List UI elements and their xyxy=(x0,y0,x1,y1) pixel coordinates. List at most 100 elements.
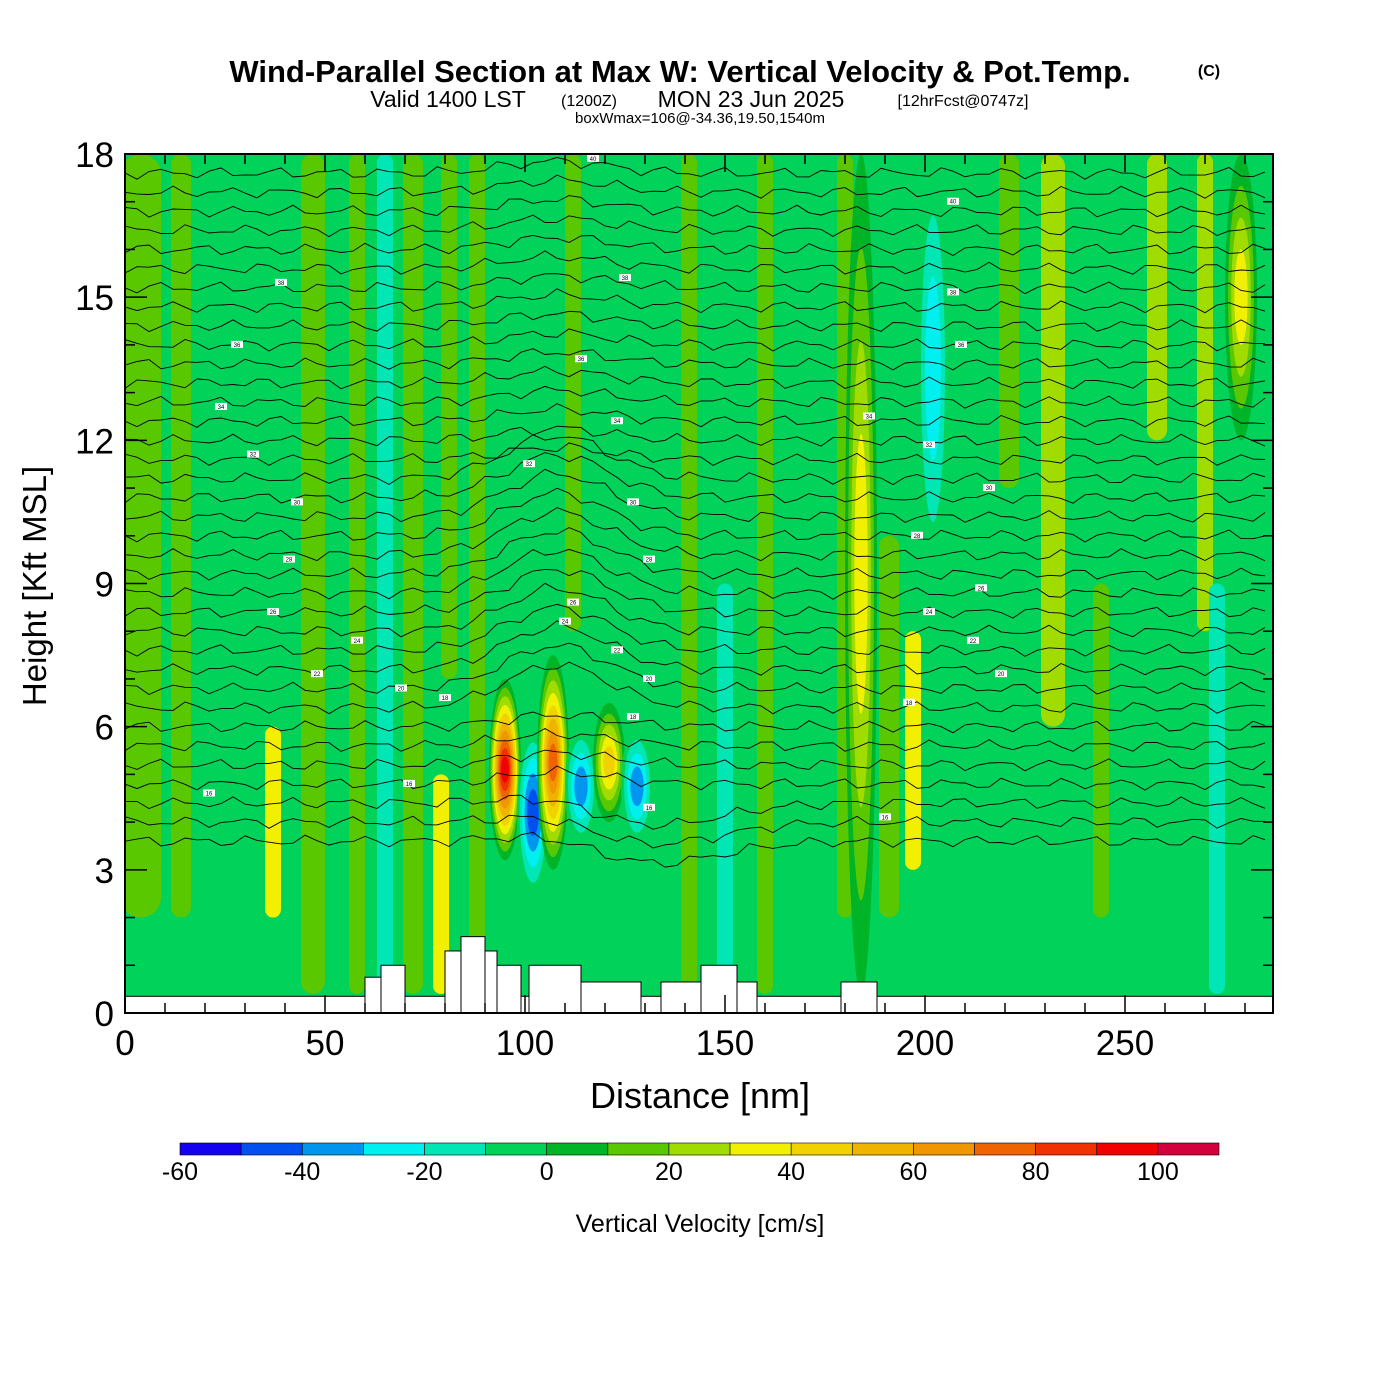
theta-label-box xyxy=(643,674,655,682)
theta-label: 38 xyxy=(622,276,629,282)
field-band xyxy=(433,774,449,994)
theta-label-box xyxy=(291,498,303,506)
theta-label: 32 xyxy=(526,462,533,468)
theta-label: 20 xyxy=(998,672,1005,678)
theta-label-box xyxy=(215,402,227,410)
theta-label-box xyxy=(567,598,579,606)
theta-contours xyxy=(125,156,1266,868)
theta-contour-line xyxy=(125,507,1266,562)
field-band xyxy=(1197,154,1213,632)
theta-contour-line xyxy=(125,548,1266,600)
x-tick-label: 250 xyxy=(1096,1024,1154,1063)
y-tick-label: 3 xyxy=(95,852,114,891)
theta-label: 28 xyxy=(646,558,653,564)
velocity-cell xyxy=(574,766,588,807)
theta-label: 32 xyxy=(250,453,257,459)
theta-label-box xyxy=(247,450,259,458)
theta-label: 22 xyxy=(614,648,621,654)
theta-label: 22 xyxy=(970,639,977,645)
theta-label: 32 xyxy=(926,443,933,449)
theta-label: 22 xyxy=(314,672,321,678)
field-band xyxy=(1147,154,1167,441)
colorbar-tick-label: 0 xyxy=(540,1158,554,1186)
valid-date: MON 23 Jun 2025 xyxy=(658,86,845,112)
theta-contour-line xyxy=(125,348,1266,371)
theta-contour-line xyxy=(125,234,1266,257)
field-band xyxy=(1093,583,1109,918)
valid-utc: (1200Z) xyxy=(561,93,617,110)
theta-label: 16 xyxy=(406,782,413,788)
theta-label: 34 xyxy=(218,405,225,411)
theta-contour-line xyxy=(125,487,1266,543)
terrain-block xyxy=(580,981,642,1014)
field-band xyxy=(403,154,423,994)
velocity-cell xyxy=(548,743,558,782)
theta-label: 24 xyxy=(926,610,933,616)
colorbar-swatch xyxy=(1157,1142,1220,1156)
theta-label: 24 xyxy=(354,639,361,645)
theta-contour-line xyxy=(125,328,1266,352)
field-band xyxy=(999,154,1019,489)
colorbar-swatch xyxy=(546,1142,609,1156)
colorbar-swatch xyxy=(913,1142,975,1156)
theta-contour-line xyxy=(125,711,1266,734)
forecast-info: [12hrFcst@0747z] xyxy=(898,93,1029,110)
theta-contour-line xyxy=(125,831,1266,868)
colorbar-swatch xyxy=(1096,1142,1159,1156)
theta-contour-line xyxy=(125,603,1266,657)
colorbar-swatch xyxy=(790,1142,853,1156)
theta-label-box xyxy=(911,531,923,539)
theta-label-box xyxy=(923,608,935,616)
theta-contour-line xyxy=(125,765,1266,791)
theta-label-box xyxy=(947,197,959,205)
theta-label: 20 xyxy=(646,677,653,683)
theta-label: 38 xyxy=(950,290,957,296)
box-max-info: boxWmax=106@-34.36,19.50,1540m xyxy=(575,110,825,127)
velocity-cell xyxy=(925,276,941,461)
theta-label-box xyxy=(275,278,287,286)
theta-label-box xyxy=(267,608,279,616)
theta-label: 26 xyxy=(270,610,277,616)
y-tick-label: 15 xyxy=(75,279,114,318)
theta-label: 30 xyxy=(986,486,993,492)
theta-label: 20 xyxy=(398,686,405,692)
colorbar-tick-label: 80 xyxy=(1022,1158,1050,1186)
colorbar-swatch xyxy=(607,1142,670,1156)
field-band xyxy=(265,726,281,918)
colorbar-swatch xyxy=(363,1142,425,1156)
theta-contour-labels: 40 40 38 38 38 36 36 36 34 34 34 32 32 32 30 30 30 28 28 28… xyxy=(203,154,1007,821)
colorbar-swatch xyxy=(668,1142,731,1156)
theta-contour-line xyxy=(125,425,1266,447)
theta-label: 34 xyxy=(866,414,873,420)
theta-label-box xyxy=(995,670,1007,678)
y-tick-label: 6 xyxy=(95,709,114,748)
colorbar-swatch xyxy=(301,1142,364,1156)
theta-label: 26 xyxy=(570,601,577,607)
theta-label-box xyxy=(863,412,875,420)
theta-label: 36 xyxy=(958,343,965,349)
theta-label-box xyxy=(955,340,967,348)
theta-contour-line xyxy=(125,156,1266,180)
theta-label-box xyxy=(395,684,407,692)
theta-label-box xyxy=(903,698,915,706)
theta-contour-line xyxy=(125,582,1266,638)
field-band xyxy=(681,154,697,994)
theta-label-box xyxy=(283,555,295,563)
colorbar-tick-label: 100 xyxy=(1137,1158,1179,1186)
theta-contour-line xyxy=(125,288,1266,314)
theta-label-box xyxy=(203,789,215,797)
theta-label: 18 xyxy=(442,696,449,702)
colorbar-tick-label: 60 xyxy=(900,1158,928,1186)
theta-contour-line xyxy=(125,310,1266,333)
theta-label-box xyxy=(439,694,451,702)
velocity-cell xyxy=(603,746,615,779)
theta-contour-line xyxy=(125,365,1266,390)
theta-label-box xyxy=(947,288,959,296)
theta-contour-line xyxy=(125,174,1266,199)
colorbar-swatch xyxy=(974,1142,1036,1156)
terrain-block xyxy=(660,981,702,1014)
velocity-cell xyxy=(630,766,644,807)
colorbar-swatch xyxy=(851,1142,914,1156)
x-tick-label: 100 xyxy=(496,1024,554,1063)
